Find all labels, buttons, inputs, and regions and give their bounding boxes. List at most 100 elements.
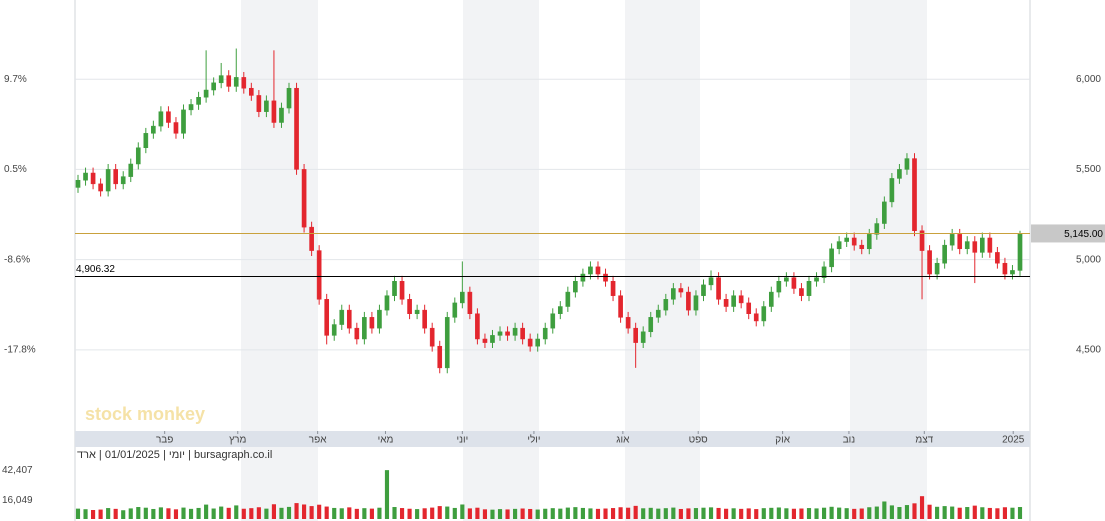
candle-body (399, 281, 405, 300)
candle-body (889, 178, 895, 203)
volume-bar (497, 509, 503, 519)
volume-bar (769, 507, 774, 519)
volume-bar (701, 507, 706, 519)
candle-body (264, 100, 269, 112)
volume-bar (106, 508, 111, 519)
candle-body (316, 250, 322, 300)
candle-body (105, 169, 111, 192)
volume-bar (1010, 507, 1015, 519)
volume-bar (746, 508, 751, 519)
volume-bar (550, 508, 555, 519)
volume-bar (882, 501, 887, 519)
volume-bar (151, 508, 156, 519)
candle-body (791, 277, 797, 289)
volume-bar (286, 506, 292, 519)
candle-body (708, 277, 714, 286)
x-tick-label: מאי (378, 435, 394, 446)
volume-bar (460, 504, 465, 519)
volume-bar (595, 508, 601, 519)
volume-bar (90, 510, 96, 519)
candle-body (75, 179, 81, 188)
volume-bar (889, 505, 894, 519)
candle-body (392, 281, 397, 296)
candle-body (633, 327, 638, 343)
volume-bar (912, 503, 917, 519)
volume-bar (437, 506, 442, 519)
candle-body (671, 288, 676, 300)
x-axis-strip (75, 431, 1030, 447)
candle-body (512, 327, 518, 336)
x-tick-label: מרץ (229, 435, 246, 446)
candle-body (701, 284, 706, 296)
volume-bar (430, 507, 435, 519)
candle-body (520, 327, 525, 340)
volume-bar (1002, 507, 1008, 519)
candle-body (738, 295, 744, 304)
candle-body (897, 169, 902, 179)
volume-bar (957, 507, 962, 519)
candle-body (851, 237, 857, 246)
y-tick-label: 5,500 (1076, 164, 1101, 175)
candle-body (957, 234, 963, 250)
volume-bar (784, 508, 789, 519)
volume-bar (482, 509, 488, 519)
volume-bar (1017, 507, 1023, 519)
volume-bar (995, 508, 1000, 519)
volume-bar (475, 507, 480, 519)
candle-body (927, 250, 932, 275)
volume-bar (610, 508, 616, 519)
volume-tick-label: 16,049 (2, 495, 33, 506)
volume-bar (573, 507, 578, 519)
volume-bar (143, 507, 148, 519)
candle-body (542, 327, 548, 340)
candle-body (301, 169, 307, 228)
volume-bar (196, 507, 201, 519)
candle-body (625, 317, 631, 329)
month-band (241, 0, 318, 431)
candle-body (919, 230, 925, 251)
candle-body (369, 317, 375, 329)
volume-bar (166, 508, 171, 519)
y-tick-label: 5,000 (1076, 254, 1101, 265)
volume-bar (490, 509, 495, 519)
volume-bar (249, 508, 254, 519)
volume-bar (799, 508, 804, 519)
y-tick-label: 6,000 (1076, 74, 1101, 85)
x-tick-label: ספט (689, 435, 709, 446)
volume-bar (226, 507, 231, 519)
x-tick-label: יולי (527, 434, 540, 446)
volume-bar (821, 507, 827, 519)
volume-bar (279, 507, 284, 519)
candle-body (874, 223, 880, 235)
candle-body (452, 302, 458, 318)
candle-body (384, 295, 390, 311)
volume-bar (904, 505, 910, 519)
volume-bar (656, 508, 661, 519)
volume-bar (724, 508, 729, 519)
candle-body (844, 237, 849, 242)
candle-body (603, 273, 608, 282)
candle-body (196, 96, 201, 105)
candle-body (640, 331, 646, 343)
candle-body (279, 107, 284, 123)
x-tick-label: אוק (775, 435, 790, 446)
candle-body (211, 82, 216, 91)
candle-body (753, 313, 759, 322)
volume-bar (641, 508, 646, 519)
volume-bar (987, 507, 992, 519)
volume-bar (75, 508, 81, 519)
volume-bar (369, 508, 374, 519)
left-tick-label: 0.5% (4, 164, 27, 175)
candle-body (135, 147, 141, 165)
candle-body (249, 87, 254, 96)
volume-bar (520, 508, 525, 519)
volume-bar (83, 509, 88, 519)
volume-bar (776, 507, 781, 519)
volume-bar (294, 503, 299, 519)
volume-bar (422, 508, 427, 519)
volume-bar (535, 509, 540, 519)
candle-body (437, 345, 443, 369)
candle-body (716, 277, 721, 300)
volume-bar (528, 508, 533, 519)
